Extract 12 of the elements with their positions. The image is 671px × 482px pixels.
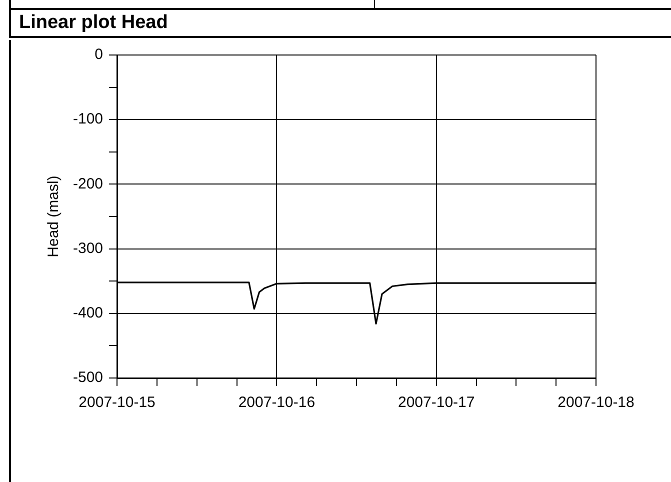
y-tick-label: 0 <box>94 46 104 64</box>
x-tick-label: 2007-10-16 <box>238 394 316 412</box>
x-tick-label: 2007-10-15 <box>78 394 156 412</box>
y-tick-label: -100 <box>72 110 104 128</box>
y-tick-label: -500 <box>72 369 104 386</box>
y-tick-label: -400 <box>72 304 104 322</box>
x-tick-label: 2007-10-17 <box>398 394 475 412</box>
chart-title: Linear plot Head <box>9 8 671 38</box>
x-tick-label: 2007-10-18 <box>558 394 634 412</box>
y-tick-label: -300 <box>72 240 104 257</box>
y-axis-title: Head (masl) <box>45 176 62 258</box>
y-tick-label: -200 <box>72 175 104 192</box>
